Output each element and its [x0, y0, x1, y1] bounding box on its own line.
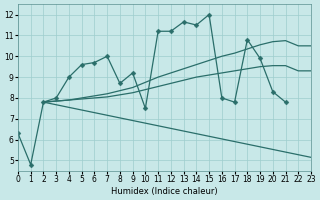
X-axis label: Humidex (Indice chaleur): Humidex (Indice chaleur) — [111, 187, 218, 196]
